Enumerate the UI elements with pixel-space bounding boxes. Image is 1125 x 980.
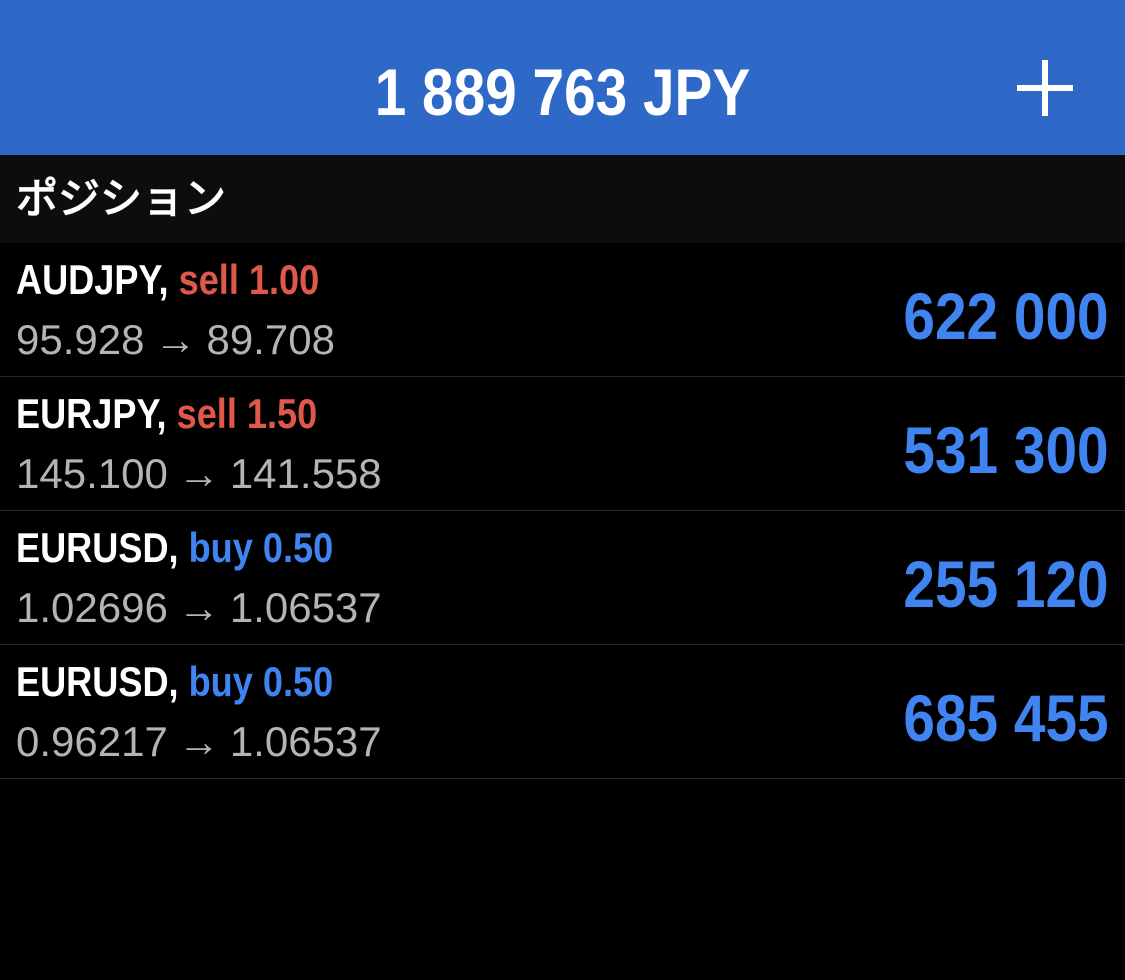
- position-symbol: AUDJPY,: [16, 256, 169, 303]
- position-prices: 95.928 → 89.708: [16, 317, 335, 363]
- arrow-right-icon: →: [177, 584, 220, 631]
- position-header: EURUSD, buy 0.50: [16, 659, 333, 705]
- add-position-button[interactable]: [1013, 56, 1077, 120]
- position-header: EURUSD, buy 0.50: [16, 525, 333, 571]
- position-side: sell: [178, 256, 239, 303]
- position-symbol: EURUSD,: [16, 524, 179, 571]
- position-profit: 685 455: [903, 681, 1109, 755]
- top-bar: 1 889 763 JPY: [0, 0, 1125, 155]
- position-volume: 1.50: [246, 390, 318, 437]
- positions-list: AUDJPY, sell 1.00 95.928 → 89.708 622 000 …: [0, 243, 1125, 779]
- arrow-right-icon: →: [154, 316, 197, 363]
- position-symbol: EURJPY,: [16, 390, 167, 437]
- position-row[interactable]: EURJPY, sell 1.50 145.100 → 141.558 531 30…: [0, 377, 1125, 511]
- plus-icon-vertical: [1042, 60, 1048, 116]
- position-profit: 622 000: [903, 279, 1109, 353]
- account-balance: 1 889 763 JPY: [374, 55, 751, 129]
- position-profit: 255 120: [903, 547, 1109, 621]
- position-header: AUDJPY, sell 1.00: [16, 257, 319, 303]
- position-prices: 1.02696 → 1.06537: [16, 585, 382, 631]
- open-price: 145.100: [16, 450, 168, 497]
- current-price: 1.06537: [229, 718, 382, 765]
- arrow-right-icon: →: [177, 450, 220, 497]
- position-row[interactable]: AUDJPY, sell 1.00 95.928 → 89.708 622 000: [0, 243, 1125, 377]
- current-price: 89.708: [206, 316, 335, 363]
- position-side: buy: [188, 524, 253, 571]
- current-price: 1.06537: [229, 584, 382, 631]
- arrow-right-icon: →: [177, 718, 220, 765]
- open-price: 95.928: [16, 316, 145, 363]
- position-symbol: EURUSD,: [16, 658, 179, 705]
- position-prices: 0.96217 → 1.06537: [16, 719, 382, 765]
- section-title: ポジション: [16, 174, 227, 223]
- open-price: 1.02696: [16, 584, 168, 631]
- position-side: buy: [188, 658, 253, 705]
- section-header: ポジション: [0, 155, 1125, 243]
- position-profit: 531 300: [903, 413, 1109, 487]
- position-volume: 0.50: [262, 524, 334, 571]
- position-volume: 1.00: [248, 256, 320, 303]
- current-price: 141.558: [229, 450, 382, 497]
- position-volume: 0.50: [262, 658, 334, 705]
- position-prices: 145.100 → 141.558: [16, 451, 382, 497]
- open-price: 0.96217: [16, 718, 168, 765]
- position-side: sell: [176, 390, 237, 437]
- position-row[interactable]: EURUSD, buy 0.50 1.02696 → 1.06537 255 120: [0, 511, 1125, 645]
- position-row[interactable]: EURUSD, buy 0.50 0.96217 → 1.06537 685 455: [0, 645, 1125, 779]
- position-header: EURJPY, sell 1.50: [16, 391, 317, 437]
